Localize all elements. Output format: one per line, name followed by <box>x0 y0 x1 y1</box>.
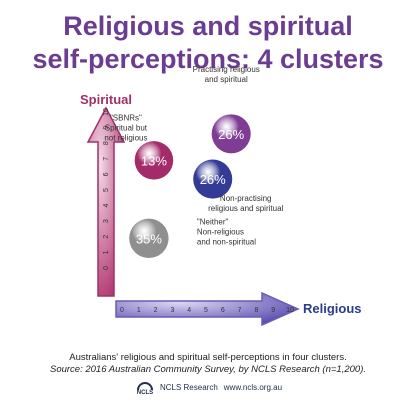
x-axis-arrow <box>115 291 300 327</box>
cluster-label: "Neither" Non-religious and non-spiritual <box>197 217 256 246</box>
x-tick-label: 8 <box>254 307 258 314</box>
x-tick-label: 1 <box>137 307 141 314</box>
cluster-bubble <box>129 218 169 259</box>
footer: NCLS NCLS Research www.ncls.org.au <box>0 375 416 399</box>
x-tick-label: 9 <box>271 307 275 314</box>
cluster-label: Practising religious and spiritual <box>193 65 260 84</box>
cluster-value-label: 26% <box>200 172 226 187</box>
y-tick-label: 0 <box>103 266 110 270</box>
cluster-bubble <box>134 141 174 180</box>
x-tick-label: 10 <box>286 307 294 314</box>
y-axis-label: Spiritual <box>80 92 132 107</box>
x-tick-label: 4 <box>187 307 191 314</box>
y-tick-label: 2 <box>103 235 110 239</box>
cluster-bubble <box>193 159 233 199</box>
cluster-bubble <box>211 114 251 154</box>
x-tick-label: 7 <box>238 307 242 314</box>
title-line-2: self-perceptions: 4 clusters <box>32 44 384 74</box>
cluster-value-label: 13% <box>141 153 167 168</box>
x-tick-label: 5 <box>204 307 208 314</box>
x-axis-label: Religious <box>303 301 362 316</box>
y-tick-label: 5 <box>103 188 110 192</box>
logo-arc <box>136 382 153 390</box>
page-title: Religious and spiritual self-perceptions… <box>0 10 416 76</box>
y-tick-label: 3 <box>103 219 110 223</box>
cluster-value-label: 35% <box>136 231 162 246</box>
y-tick-label: 10 <box>103 108 110 116</box>
cluster-label: Non-practising religious and spiritual <box>208 194 283 213</box>
title-line-1: Religious and spiritual <box>63 11 353 41</box>
x-tick-label: 6 <box>221 307 225 314</box>
caption-text: Australians' religious and spiritual sel… <box>69 352 347 363</box>
logo-text: NCLS <box>136 390 154 396</box>
x-tick-label: 3 <box>170 307 174 314</box>
ncls-logo-icon: NCLS <box>134 378 156 396</box>
y-tick-label: 9 <box>103 126 110 130</box>
x-tick-label: 0 <box>120 307 124 314</box>
y-tick-label: 8 <box>103 141 110 145</box>
y-tick-label: 6 <box>103 172 110 176</box>
footer-org: NCLS Research <box>159 382 218 392</box>
chart-caption: Australians' religious and spiritual sel… <box>0 352 416 376</box>
cluster-value-label: 26% <box>218 127 244 142</box>
y-tick-label: 1 <box>103 250 110 254</box>
y-tick-label: 7 <box>103 157 110 161</box>
y-tick-label: 4 <box>103 204 110 208</box>
y-axis-arrow <box>86 106 126 297</box>
x-tick-label: 2 <box>154 307 158 314</box>
cluster-label: "SBNRs" Spiritual but not religious <box>104 113 147 142</box>
caption-source: Source: 2016 Australian Community Survey… <box>49 364 367 375</box>
cluster-chart: Spiritual Religious 0 1 2 3 4 5 6 7 8 9 10 0 1 2 3 4 5 6 7 8 9… <box>80 65 362 327</box>
footer-url[interactable]: www.ncls.org.au <box>223 382 283 392</box>
